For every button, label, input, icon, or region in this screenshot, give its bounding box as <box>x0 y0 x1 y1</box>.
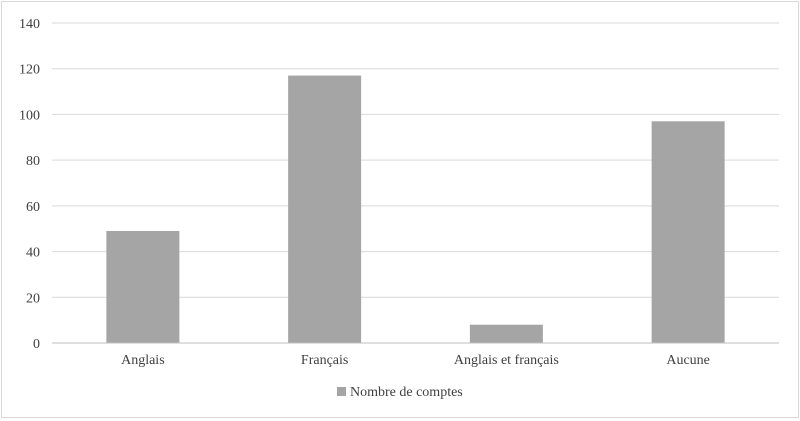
legend-label: Nombre de comptes <box>350 385 463 400</box>
y-tick-label: 140 <box>19 17 40 32</box>
legend-swatch <box>337 387 346 396</box>
x-tick-label: Anglais <box>121 353 165 368</box>
bar <box>288 75 362 344</box>
y-tick-label: 80 <box>26 154 40 169</box>
bar <box>651 121 725 344</box>
x-tick-label: Aucune <box>666 353 710 368</box>
y-axis-ticks: 0 20 40 60 80 100 120 140 <box>19 17 40 352</box>
y-tick-label: 0 <box>33 337 40 352</box>
y-tick-label: 60 <box>26 200 40 215</box>
y-tick-label: 100 <box>19 108 40 123</box>
y-tick-label: 20 <box>26 291 40 306</box>
y-tick-label: 40 <box>26 246 40 261</box>
x-axis-ticks: Anglais Français Anglais et français Aucune <box>121 353 710 368</box>
x-tick-label: Français <box>301 353 348 368</box>
bar <box>106 231 180 343</box>
bar <box>469 324 543 343</box>
y-tick-label: 120 <box>19 63 40 78</box>
legend: Nombre de comptes <box>337 385 463 400</box>
x-tick-label: Anglais et français <box>454 353 559 368</box>
bars <box>106 75 725 344</box>
